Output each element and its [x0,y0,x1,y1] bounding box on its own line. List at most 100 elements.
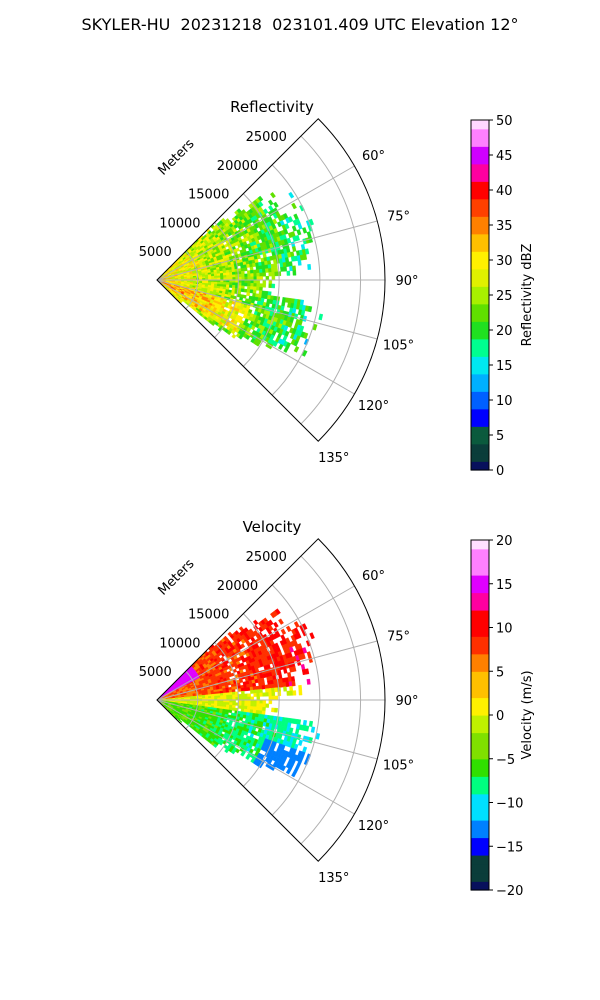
radar-cell [238,271,242,275]
colorbar-segment [471,863,489,874]
radar-cell [294,728,300,735]
radar-cell [256,254,261,260]
colorbar-segment [471,452,489,462]
radar-cell [287,672,292,678]
colorbar-segment [471,207,489,217]
colorbar-segment [471,566,489,576]
radar-cell [286,270,291,276]
radar-cell [283,668,288,674]
colorbar-segment [471,723,489,734]
colorbar-tick-label: 50 [496,114,513,129]
angle-tick-label: 120° [358,819,389,834]
radar-cell [259,692,264,697]
radar-cell [259,703,264,708]
radar-cell [296,229,302,236]
colorbar-tick-label: −10 [496,797,523,812]
radar-cell [318,313,324,321]
colorbar-segment [471,715,489,725]
radar-cell [250,689,254,694]
colorbar-segment [471,583,489,594]
colorbar-segment [471,610,489,620]
radar-cell [281,301,286,307]
colorbar-segment [471,190,489,200]
radar-cell [273,621,279,628]
colorbar-segment [471,828,489,839]
radar-cell [298,689,303,696]
radar-cell [240,288,245,293]
range-tick-label: 25000 [246,550,287,565]
angle-tick-label: 90° [395,274,418,289]
colorbar-segment [471,881,489,891]
radar-cell [256,269,260,274]
radar-cell [222,692,227,696]
radar-cell [256,699,261,704]
colorbar-tick-label: −15 [496,840,523,855]
colorbar-segment [471,181,489,191]
radar-cell [247,282,251,287]
radar-cell [223,275,227,278]
colorbar-tick-label: 0 [496,464,504,479]
colorbar-segment [471,120,489,130]
radar-cell [229,694,233,698]
radar-cell [247,285,251,290]
colorbar-segment [471,732,489,742]
colorbar-segment [471,741,489,751]
radar-cell [307,264,312,270]
colorbar-segment [471,627,489,637]
colorbar-segment [471,443,489,454]
radar-cell [298,684,303,691]
colorbar-segment [471,688,489,699]
radar-cell [241,705,245,710]
radar-cell [288,261,293,267]
radar-cell [253,272,257,277]
colorbar-segment [471,400,489,410]
colorbar-segment [471,557,489,567]
radar-cell [283,346,289,353]
radar-cell [247,693,251,698]
colorbar-segment [471,321,489,331]
radar-cell [256,703,260,708]
radar-cell [265,268,269,273]
radar-cell [226,694,230,698]
radar-cell [249,266,254,271]
radar-cell [231,271,236,276]
radar-cell [271,275,276,281]
colorbar-segment [471,785,489,795]
radar-cell [253,706,257,711]
radar-cell [285,767,292,775]
radar-cell [274,687,278,693]
radar-cell [300,663,306,671]
radar-cell [274,695,279,701]
radar-cell [273,263,278,269]
radar-cell [285,625,292,633]
range-tick-label: 15000 [188,608,229,623]
colorbar-segment [471,435,489,445]
radar-cell [271,691,276,697]
colorbar-segment [471,146,489,156]
radar-cell [253,269,257,274]
radar-cell [217,695,221,699]
radar-cell [280,628,287,635]
colorbar-segment [471,303,489,314]
radar-cell [240,267,245,272]
colorbar-segment [471,618,489,629]
radar-cell [262,692,267,697]
colorbar-segment [471,837,489,847]
radar-cell [290,251,295,258]
colorbar-segment [471,802,489,812]
radar-cell [271,271,276,277]
colorbar-segment [471,750,489,760]
panel-title: Reflectivity [230,98,314,116]
radar-cell [225,692,230,696]
colorbar-segment [471,793,489,804]
radar-cell [269,191,276,199]
radar-cell [262,279,267,284]
colorbar-segment [471,417,489,427]
colorbar-segment [471,225,489,235]
radar-cell [268,691,273,697]
radar-cell [259,268,263,274]
colorbar-tick-label: 15 [496,578,513,593]
radar-cell [238,705,242,709]
colorbar-segment [471,242,489,252]
radar-cell [291,225,297,232]
